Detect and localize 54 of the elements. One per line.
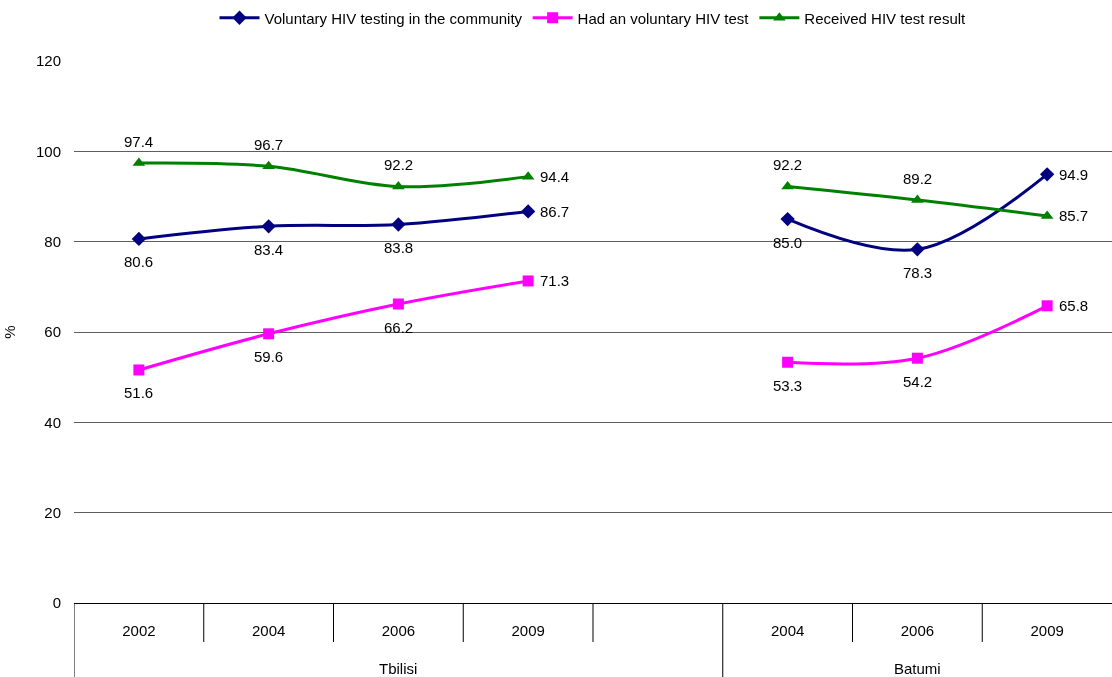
- point: [911, 352, 923, 364]
- text: Tbilisi: [379, 660, 418, 677]
- point: [780, 211, 795, 227]
- data-label: 78.3: [903, 264, 933, 281]
- y-tick-label: 100: [35, 142, 61, 160]
- y-tick-label: 20: [44, 503, 61, 521]
- data-label: 83.4: [254, 241, 284, 258]
- y-tick-label: 60: [44, 323, 61, 341]
- data-label: 80.6: [124, 253, 154, 270]
- text: Batumi: [894, 660, 941, 677]
- point: [782, 356, 794, 368]
- data-label: 92.2: [384, 156, 414, 173]
- legend-label: Had an voluntary HIV test: [577, 9, 750, 27]
- point: [133, 364, 145, 376]
- data-label: 71.3: [540, 272, 570, 289]
- data-label: 54.2: [903, 373, 933, 390]
- point: [131, 231, 147, 247]
- data-label: 83.8: [384, 239, 414, 256]
- point: [392, 298, 404, 310]
- data-label: 59.6: [254, 348, 284, 365]
- data-label: 66.2: [384, 319, 414, 336]
- x-tick-label: 2004: [770, 622, 805, 639]
- data-label: 89.2: [903, 170, 933, 187]
- point: [391, 217, 406, 232]
- data-label: 96.7: [254, 136, 284, 153]
- point: [520, 204, 536, 219]
- point: [263, 328, 275, 340]
- data-label: 94.9: [1059, 166, 1089, 183]
- data-label: 92.2: [773, 156, 803, 173]
- data-label: 51.6: [124, 384, 154, 401]
- y-tick-label: 80: [44, 232, 61, 250]
- x-tick-label: 2006: [381, 622, 416, 639]
- data-label: 85.7: [1059, 207, 1089, 224]
- x-tick-label: 2009: [511, 622, 545, 639]
- y-tick-label: 0: [52, 594, 61, 612]
- data-label: 94.4: [540, 168, 570, 185]
- x-tick-label: 2002: [122, 622, 156, 639]
- data-label: 86.7: [540, 203, 570, 220]
- point: [261, 219, 276, 234]
- y-axis-title: %: [1, 325, 19, 339]
- data-label: 65.8: [1059, 297, 1089, 314]
- x-tick-label: 2009: [1030, 622, 1064, 639]
- point: [522, 275, 534, 287]
- legend-label: Received HIV test result: [804, 9, 967, 27]
- x-tick-label: 2006: [900, 622, 935, 639]
- y-tick-label: 120: [35, 52, 61, 70]
- x-tick-label: 2004: [251, 622, 286, 639]
- point: [910, 242, 925, 257]
- point: [1039, 167, 1055, 182]
- data-label: 53.3: [773, 377, 803, 394]
- y-tick-label: 40: [44, 413, 61, 431]
- legend-label: Voluntary HIV testing in the community: [264, 9, 523, 27]
- point: [1041, 300, 1053, 312]
- data-label: 97.4: [124, 133, 154, 150]
